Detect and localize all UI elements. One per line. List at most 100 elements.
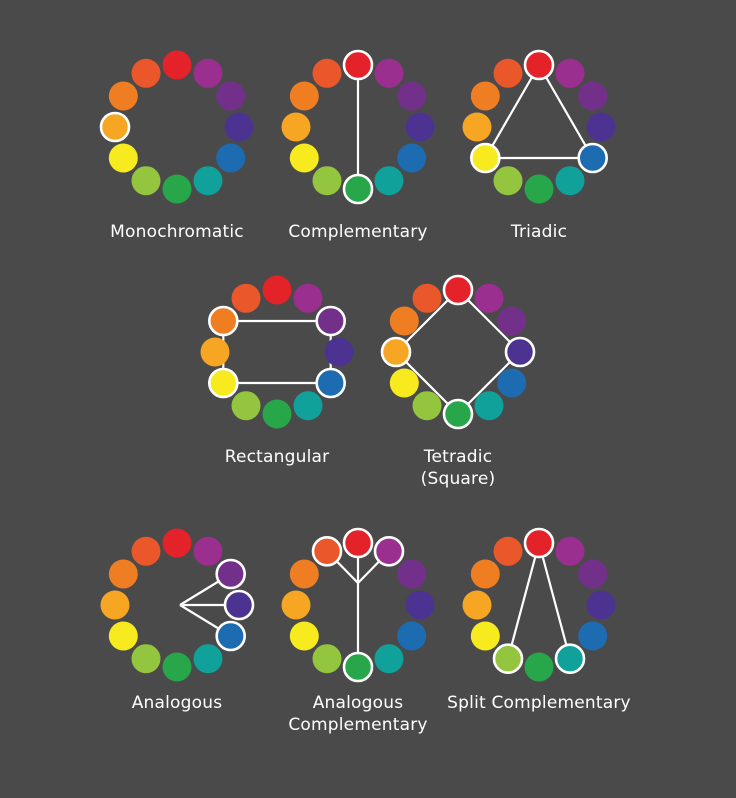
color-swatch [374,644,404,674]
color-swatch [193,536,223,566]
color-swatch [162,528,192,558]
color-swatch-highlighted [523,527,555,559]
wheel-analogous [100,528,255,682]
connector-line [538,64,594,159]
color-swatch [200,337,230,367]
color-swatch-highlighted [492,643,524,674]
color-swatch-highlighted [342,173,374,205]
connector-line [484,64,540,159]
color-swatch-highlighted [504,336,536,368]
color-swatch-highlighted [442,398,474,430]
color-swatch [405,112,435,142]
color-swatch [578,81,608,111]
color-swatch [474,283,504,313]
color-swatch [224,112,254,142]
color-swatch [470,81,500,111]
color-swatch [374,166,404,196]
color-swatch [474,391,504,421]
color-swatch [312,644,342,674]
color-swatch [470,621,500,651]
label-rectangular: Rectangular [224,447,330,467]
label-tetradic: Tetradic (Square) [420,447,496,489]
color-swatch [216,81,246,111]
color-swatch [462,112,492,142]
wheel-split-complementary [462,527,616,682]
color-swatch [193,166,223,196]
label-analogous-complementary: Analogous Complementary [288,693,428,735]
color-swatch [412,391,442,421]
label-complementary: Complementary [288,222,428,242]
color-swatch [293,391,323,421]
color-swatch [131,644,161,674]
color-swatch [586,590,616,620]
color-swatch-highlighted [223,589,255,621]
color-swatch [289,559,319,589]
color-swatch-highlighted [523,49,555,81]
color-swatch [293,283,323,313]
color-swatch-highlighted [442,274,474,306]
color-swatch [497,368,527,398]
wheel-tetradic [380,274,536,430]
color-swatch [100,590,130,620]
color-swatch [493,166,523,196]
color-swatch [555,166,585,196]
color-swatch [524,652,554,682]
color-swatch [262,399,292,429]
color-swatch [231,283,261,313]
color-swatch [324,337,354,367]
color-swatch [389,368,419,398]
connector-line [537,542,572,659]
color-swatch [262,275,292,305]
color-swatch [374,58,404,88]
color-swatch-highlighted [99,111,131,143]
color-swatch [397,621,427,651]
color-swatch [405,590,435,620]
color-swatch [131,536,161,566]
color-swatch-highlighted [315,367,346,399]
label-analogous: Analogous [131,693,223,713]
wheel-complementary [281,49,435,205]
color-swatch [397,81,427,111]
wheel-monochromatic [99,50,254,204]
color-swatch-highlighted [315,305,346,337]
color-swatch [397,559,427,589]
color-swatch-highlighted [342,49,374,81]
color-swatch [462,590,492,620]
color-swatch [497,306,527,336]
color-swatch [108,621,138,651]
color-swatch [493,536,523,566]
label-split-complementary: Split Complementary [447,693,631,713]
color-swatch [231,391,261,421]
color-swatch [555,536,585,566]
color-swatch [131,58,161,88]
color-swatch [555,58,585,88]
color-swatch-highlighted [380,336,412,368]
color-swatch-highlighted [215,558,246,590]
color-swatch-highlighted [470,142,501,174]
color-swatch [108,143,138,173]
color-swatch [312,166,342,196]
color-swatch [389,306,419,336]
color-swatch [162,652,192,682]
color-swatch-highlighted [342,651,374,683]
color-swatch [108,559,138,589]
color-swatch [281,112,311,142]
color-swatch [412,283,442,313]
color-swatch-highlighted [311,536,343,567]
color-swatch [586,112,616,142]
color-swatch [470,559,500,589]
color-swatch-highlighted [554,643,586,674]
color-swatch [289,621,319,651]
color-swatch [578,621,608,651]
color-swatch [578,559,608,589]
wheel-triadic [462,49,616,204]
color-swatch [397,143,427,173]
label-monochromatic: Monochromatic [110,222,244,242]
color-swatch-highlighted [373,536,405,567]
label-triadic: Triadic [510,222,568,242]
color-swatch [524,174,554,204]
color-swatch [312,58,342,88]
color-swatch [289,81,319,111]
